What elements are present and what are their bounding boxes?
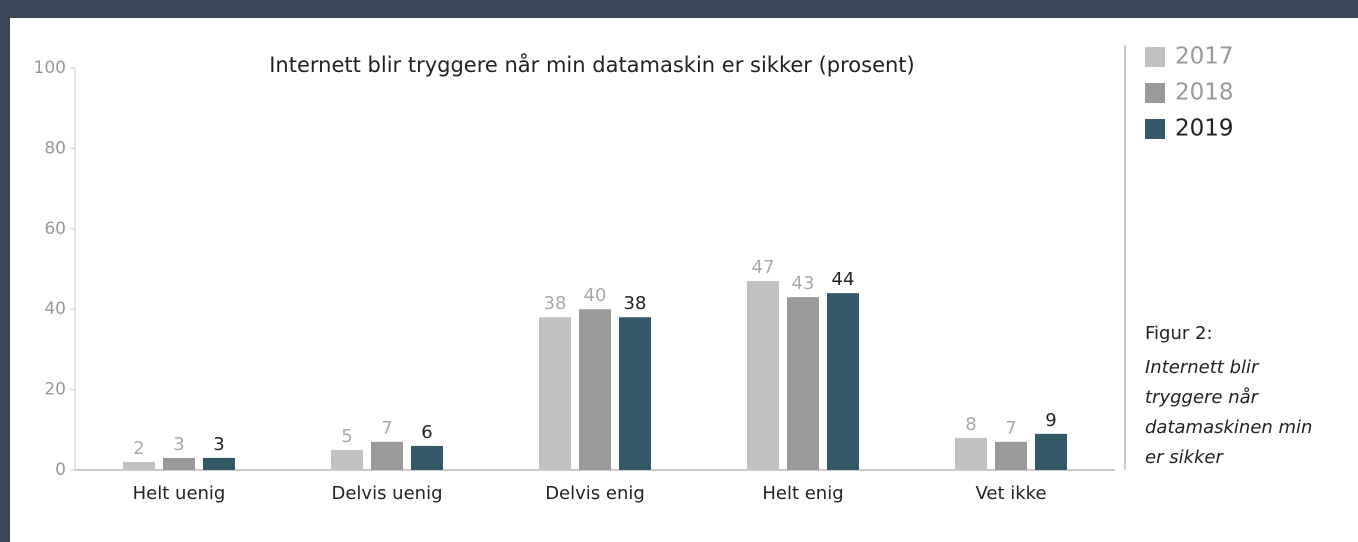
value-label: 38 — [624, 293, 647, 314]
value-label: 6 — [421, 422, 432, 443]
value-label: 8 — [965, 414, 976, 435]
bar — [371, 441, 403, 470]
bar — [539, 317, 571, 470]
legend-label: 2019 — [1175, 116, 1234, 142]
y-tick-label: 60 — [44, 219, 66, 239]
y-tick-label: 80 — [44, 138, 66, 158]
bar — [747, 281, 779, 470]
y-tick-label: 40 — [44, 299, 66, 319]
y-tick-label: 100 — [34, 58, 66, 78]
value-label: 9 — [1045, 410, 1056, 431]
x-tick-label: Vet ikke — [975, 483, 1046, 504]
x-tick-label: Helt uenig — [133, 483, 226, 504]
legend-label: 2018 — [1175, 80, 1234, 106]
x-tick-label: Delvis enig — [545, 483, 645, 504]
x-tick-label: Delvis uenig — [331, 483, 442, 504]
legend-swatch — [1145, 83, 1165, 103]
value-label: 3 — [213, 434, 224, 455]
value-label: 38 — [544, 293, 567, 314]
caption-line: Internett blir — [1145, 357, 1260, 378]
bar — [411, 445, 443, 470]
bar — [163, 457, 195, 470]
legend-swatch — [1145, 47, 1165, 67]
value-label: 44 — [832, 269, 855, 290]
y-tick-label: 20 — [44, 380, 66, 400]
bar — [787, 297, 819, 470]
legend-label: 2017 — [1175, 44, 1234, 70]
value-label: 47 — [752, 257, 775, 278]
bar — [123, 461, 155, 470]
bar — [827, 293, 859, 470]
x-tick-label: Helt enig — [762, 483, 843, 504]
caption-title: Figur 2: — [1145, 323, 1213, 344]
value-label: 5 — [341, 426, 352, 447]
value-label: 2 — [133, 438, 144, 459]
bar — [203, 457, 235, 470]
value-label: 3 — [173, 434, 184, 455]
panel — [10, 18, 1358, 542]
value-label: 43 — [792, 273, 815, 294]
bar — [579, 309, 611, 470]
caption-line: datamaskinen min — [1145, 417, 1312, 438]
chart-title: Internett blir tryggere når min datamask… — [269, 52, 915, 77]
caption-line: tryggere når — [1145, 387, 1260, 408]
bar — [619, 317, 651, 470]
y-tick-label: 0 — [55, 460, 66, 480]
value-label: 7 — [381, 418, 392, 439]
bar — [955, 437, 987, 470]
legend-swatch — [1145, 119, 1165, 139]
bar — [995, 441, 1027, 470]
value-label: 7 — [1005, 418, 1016, 439]
bar — [1035, 433, 1067, 470]
caption-line: er sikker — [1145, 447, 1224, 468]
value-label: 40 — [584, 285, 607, 306]
bar — [331, 449, 363, 470]
